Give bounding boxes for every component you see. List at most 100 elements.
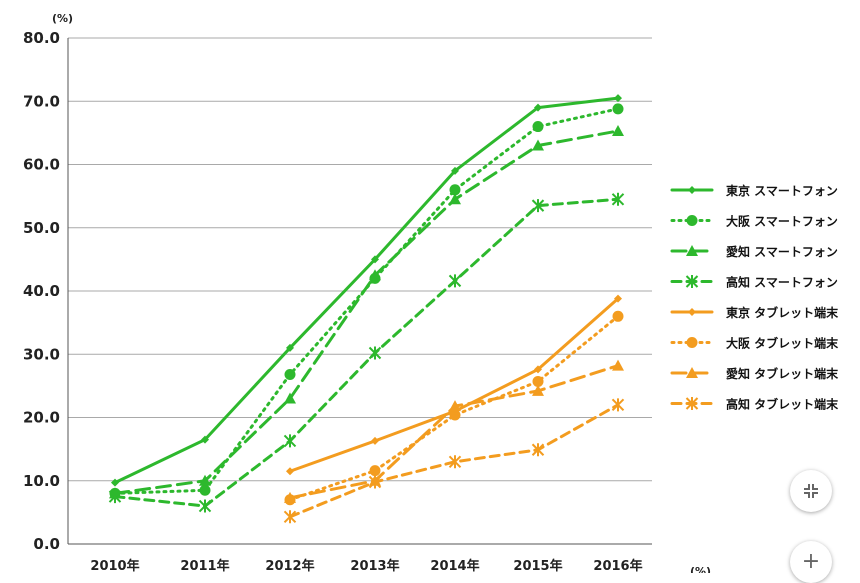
- legend-label: 大阪 スマートフォン: [726, 214, 838, 229]
- data-point: [534, 365, 542, 374]
- y-tick-label: 50.0: [23, 219, 60, 237]
- series-3: [109, 124, 624, 499]
- data-point: [283, 510, 297, 524]
- data-point: [612, 124, 624, 136]
- data-point: [198, 499, 212, 513]
- legend-marker: [688, 308, 696, 316]
- y-tick-label: 70.0: [23, 92, 60, 110]
- y-tick-label: 40.0: [23, 282, 60, 300]
- series-line: [113, 197, 620, 508]
- x-tick-label: 2014年: [430, 558, 479, 573]
- data-point: [284, 368, 296, 380]
- data-point: [284, 491, 296, 503]
- y-tick-label: 10.0: [23, 472, 60, 490]
- legend-item: 愛知 タブレット端末: [670, 366, 839, 381]
- legend-item: 高知 タブレット端末: [670, 397, 839, 412]
- legend-label: 高知 スマートフォン: [726, 275, 838, 290]
- data-point: [532, 384, 544, 396]
- data-point: [111, 478, 119, 487]
- data-point: [371, 436, 379, 445]
- data-point: [451, 166, 459, 175]
- data-point: [368, 346, 382, 360]
- legend-label: 愛知 スマートフォン: [726, 244, 838, 259]
- x-tick-label: 2015年: [513, 558, 562, 573]
- series-4: [108, 192, 625, 513]
- y-axis-unit: (%): [52, 12, 73, 25]
- series-line: [288, 314, 620, 502]
- data-point: [614, 94, 622, 103]
- legend-marker: [686, 337, 698, 348]
- data-point: [108, 490, 122, 504]
- data-point: [532, 121, 544, 133]
- x-tick-label: 2013年: [350, 558, 399, 573]
- data-point: [449, 193, 461, 205]
- data-point: [448, 455, 462, 469]
- legend-marker: [688, 186, 696, 194]
- series-line: [288, 297, 620, 473]
- y-tick-label: 60.0: [23, 156, 60, 174]
- y-tick-label: 0.0: [33, 535, 60, 553]
- legend-marker: [686, 215, 698, 226]
- data-point: [534, 103, 542, 112]
- legend-label: 高知 タブレット端末: [726, 397, 839, 412]
- data-point: [369, 465, 381, 477]
- data-point: [449, 400, 461, 412]
- data-point: [449, 409, 461, 421]
- data-point: [611, 398, 625, 412]
- plus-icon: +: [801, 549, 821, 574]
- series-2: [109, 103, 624, 499]
- series-8: [283, 398, 625, 524]
- data-point: [369, 269, 381, 281]
- data-point: [201, 435, 209, 444]
- series-7: [284, 359, 624, 503]
- x-tick-label: 2012年: [265, 558, 314, 573]
- data-point: [611, 192, 625, 206]
- legend-label: 東京 タブレット端末: [726, 305, 839, 320]
- legend-label: 東京 スマートフォン: [726, 183, 838, 198]
- data-point: [449, 184, 461, 196]
- legend-marker: [686, 367, 698, 378]
- zoom-in-button[interactable]: +: [790, 541, 832, 583]
- x-axis-unit: (%): [690, 565, 711, 573]
- x-axis-ticks: 2010年 2011年 2012年 2013年 2014年 2015年 2016年: [90, 558, 642, 573]
- legend-marker: [685, 275, 699, 288]
- legend-item: 東京 スマートフォン: [670, 183, 838, 198]
- data-point: [448, 274, 462, 288]
- data-point: [612, 103, 624, 115]
- collapse-button[interactable]: [790, 470, 832, 512]
- y-tick-label: 20.0: [23, 409, 60, 427]
- legend-item: 東京 タブレット端末: [670, 305, 839, 320]
- data-point: [368, 475, 382, 489]
- series-1: [111, 94, 622, 487]
- legend-label: 大阪 タブレット端末: [726, 336, 839, 351]
- legend-marker: [686, 245, 698, 256]
- data-point: [531, 443, 545, 457]
- data-point: [532, 375, 544, 387]
- data-point: [284, 392, 296, 404]
- data-point: [283, 434, 297, 448]
- data-point: [532, 139, 544, 151]
- y-axis-ticks: 0.0 10.0 20.0 30.0 40.0 50.0 60.0 70.0 80.0: [23, 29, 60, 553]
- data-point: [612, 310, 624, 322]
- data-point: [286, 343, 294, 352]
- y-tick-label: 80.0: [23, 29, 60, 47]
- x-tick-label: 2011年: [180, 558, 229, 573]
- gridlines: [68, 37, 652, 482]
- series-6: [284, 310, 624, 506]
- data-point: [371, 255, 379, 264]
- data-point: [614, 294, 622, 303]
- series-line: [113, 107, 620, 495]
- series-line: [113, 96, 620, 485]
- legend-item: 大阪 スマートフォン: [670, 214, 838, 229]
- data-point: [531, 199, 545, 213]
- collapse-icon: [804, 484, 818, 498]
- series-lines: [108, 94, 625, 524]
- x-tick-label: 2010年: [90, 558, 139, 573]
- axes: [67, 38, 652, 545]
- legend-label: 愛知 タブレット端末: [726, 366, 839, 381]
- data-point: [286, 467, 294, 476]
- legend-item: 高知 スマートフォン: [670, 275, 838, 290]
- legend-item: 大阪 タブレット端末: [670, 336, 839, 351]
- y-tick-label: 30.0: [23, 345, 60, 363]
